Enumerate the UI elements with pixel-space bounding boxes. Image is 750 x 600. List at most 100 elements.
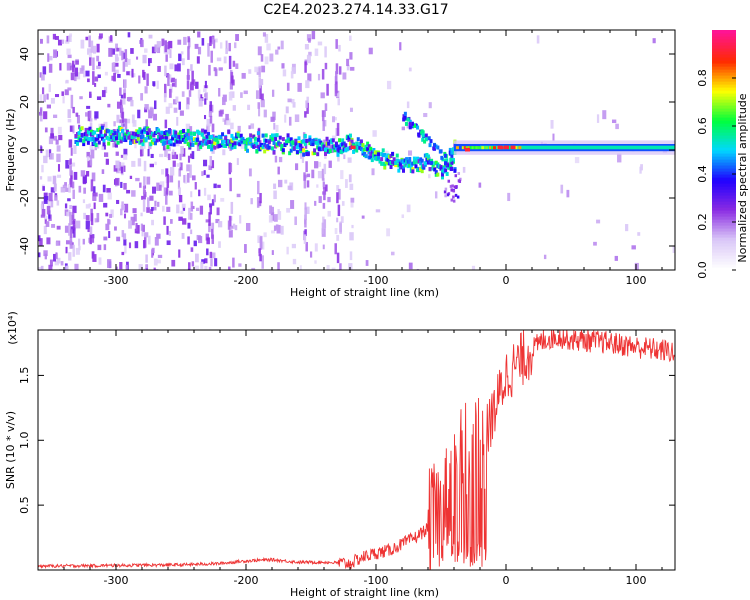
spectrogram-cell: [307, 73, 312, 82]
spectrogram-cell: [52, 33, 57, 40]
spectrogram-cell: [253, 141, 257, 146]
spectrogram-cell: [452, 195, 455, 199]
spectrogram-cell: [194, 140, 198, 145]
spectrogram-cell: [170, 219, 173, 224]
spectrogram-cell: [71, 181, 75, 189]
spectrogram-cell: [408, 125, 412, 130]
spectrogram-cell: [205, 141, 209, 146]
spectrogram-cell: [617, 153, 622, 163]
spectrogram-cell: [288, 139, 292, 144]
spectrogram-cell: [103, 236, 108, 241]
spectrogram-cell: [372, 130, 377, 137]
spectrogram-cell: [243, 90, 248, 95]
spectrogram-cell: [308, 51, 312, 57]
spectrogram-cell: [240, 142, 246, 149]
spectrogram-cell: [473, 146, 477, 150]
spectrogram-cell: [248, 168, 252, 177]
spectrogram-cell: [172, 129, 176, 134]
colorbar-step: [712, 180, 736, 184]
spectrogram-cell: [73, 73, 77, 82]
colorbar-step: [712, 198, 736, 202]
spectrogram-cell: [406, 101, 410, 109]
colorbar-step: [712, 69, 736, 73]
spectrogram-cell: [269, 53, 274, 62]
colorbar-step: [712, 96, 736, 100]
spectrogram-cell: [246, 137, 249, 142]
spectrogram-cell: [154, 161, 157, 166]
spectrogram-cell: [389, 153, 393, 158]
spectrogram-cell: [168, 40, 173, 49]
spectrogram-cell: [225, 48, 228, 55]
spectrogram-cell: [370, 150, 374, 155]
spectrogram-cell: [406, 164, 410, 169]
spectrogram-cell: [394, 160, 398, 165]
spectrogram-cell: [304, 229, 307, 237]
spectrogram-cell: [261, 255, 264, 269]
spectrogram-cell: [67, 109, 71, 119]
spectrogram-cell: [149, 107, 154, 117]
spectrogram-cell: [222, 139, 226, 144]
spectrogram-cell: [381, 153, 385, 158]
spectrogram-cell: [185, 137, 189, 142]
spectrogram-cell: [91, 234, 95, 243]
spectrogram-cell: [96, 127, 100, 132]
spectrogram-cell: [336, 234, 340, 241]
spectrogram-cell: [422, 165, 426, 170]
spectrogram-cell: [574, 157, 580, 164]
spectrogram-cell: [271, 230, 275, 234]
spectrogram-cell: [336, 122, 340, 136]
spectrogram-cell: [157, 201, 160, 207]
spectrogram-cell: [85, 132, 89, 137]
spectrogram-cell: [124, 138, 128, 143]
spectrogram-cell: [342, 141, 346, 146]
spectrogram-cell: [292, 141, 296, 146]
spectrogram-cell: [380, 152, 384, 157]
spectrogram-cell: [327, 141, 331, 146]
spectrogram-cell: [260, 78, 264, 86]
spectrogram-cell: [175, 96, 179, 103]
spectrogram-cell: [275, 224, 279, 230]
spectrogram-cell: [146, 133, 150, 138]
spectrogram-cell: [70, 147, 73, 156]
spectrogram-cell: [73, 171, 78, 180]
spectrogram-cell: [65, 160, 70, 169]
spectrogram-band: [480, 145, 675, 150]
spectrogram-cell: [208, 165, 213, 171]
snr-series-line: [38, 330, 675, 570]
spectrogram-cell: [236, 158, 239, 165]
colorbar-step: [712, 60, 736, 64]
spectrogram-cell: [303, 172, 306, 181]
spectrogram-cell: [442, 166, 446, 171]
spectrogram-cell: [390, 251, 395, 256]
spectrogram-cell: [273, 122, 276, 130]
spectrogram-cell: [304, 218, 307, 228]
spectrogram-cell: [136, 225, 140, 234]
spectrogram-cell: [410, 121, 414, 126]
spectrogram-cell: [436, 145, 440, 150]
spectrogram-cell: [260, 142, 264, 147]
colorbar-step: [712, 114, 736, 118]
spectrogram-cell: [239, 215, 242, 224]
spectrogram-cell: [111, 135, 115, 140]
spectrogram-cell: [190, 191, 193, 198]
spectrogram-cell: [281, 63, 285, 69]
spectrogram-cell: [277, 179, 283, 188]
spectrogram-cell: [345, 134, 349, 139]
spectrogram-cell: [347, 157, 352, 163]
spectrogram-cell: [313, 148, 317, 153]
spectrogram-cell: [90, 132, 93, 137]
spectrogram-cell: [261, 65, 266, 73]
colorbar-step: [712, 123, 736, 127]
spectrogram-cell: [260, 269, 264, 270]
spectrogram-cell: [403, 111, 407, 116]
spectrogram-cell: [39, 238, 43, 247]
spectrogram-cell: [380, 157, 384, 162]
spectrogram-cell: [471, 146, 475, 150]
spectrogram-cell: [229, 177, 232, 192]
spectrogram-cell: [175, 139, 179, 144]
spectrogram-cell: [71, 162, 76, 167]
spectrogram-cell: [369, 151, 373, 156]
spectrogram-cell: [197, 142, 201, 147]
spectrogram-cell: [148, 58, 151, 67]
